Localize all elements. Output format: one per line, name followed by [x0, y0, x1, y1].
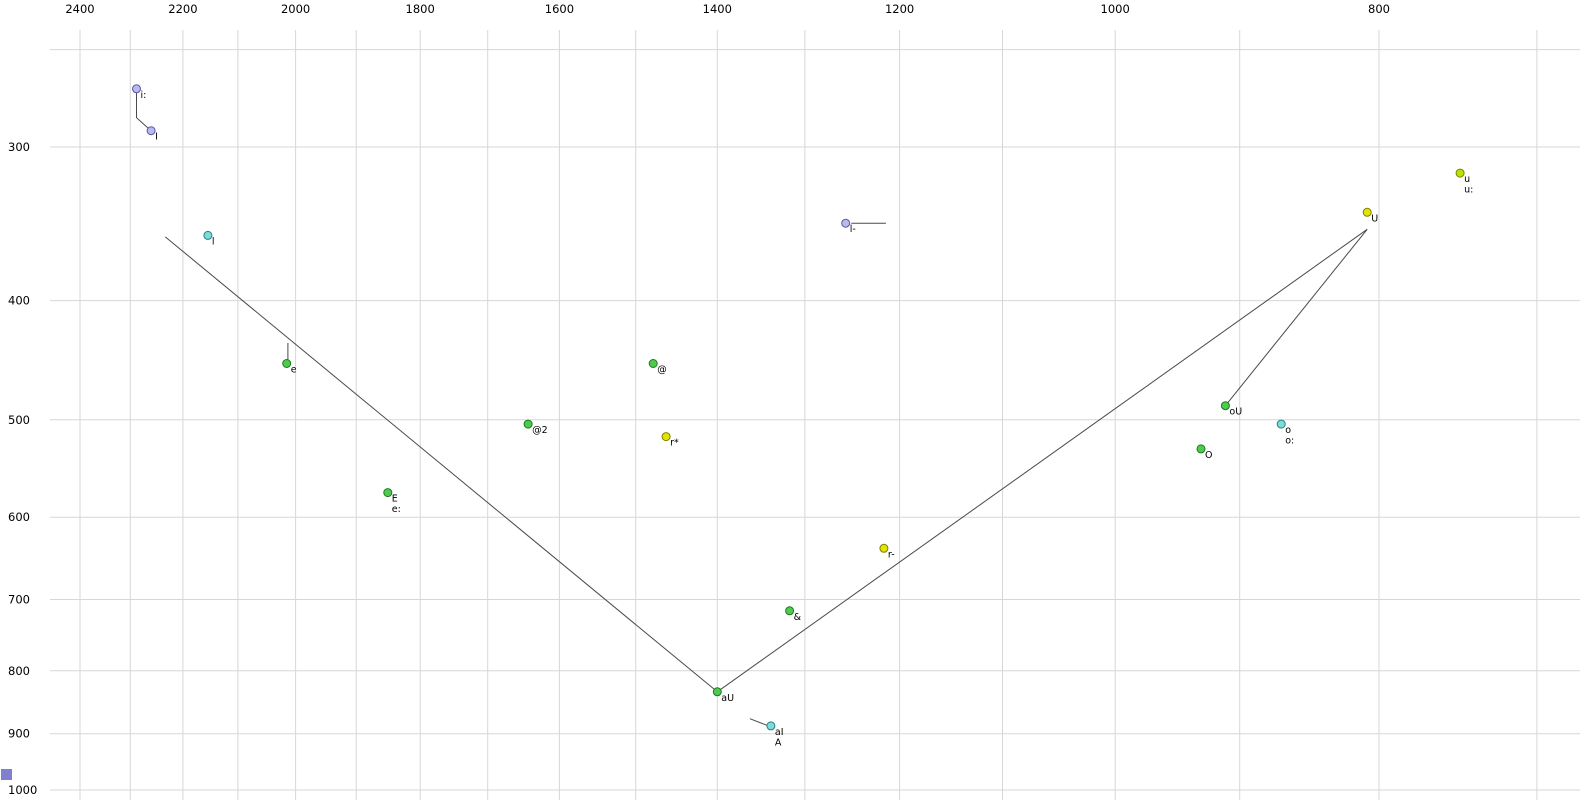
vowel-label-r*: r*: [670, 438, 679, 449]
vowel-label-o:: o: [1285, 425, 1291, 436]
corner-marker: [1, 769, 12, 780]
trajectory-front-diagonal: [164, 236, 718, 693]
vowel-label-l-: l-: [850, 224, 856, 235]
y-axis-label-900: 900: [8, 727, 30, 741]
vowel-point-I[interactable]: [146, 126, 156, 136]
x-axis-label-1800: 1800: [406, 2, 435, 16]
vowel-label-O: O: [1205, 450, 1212, 461]
vowel-label-aI-1: A: [775, 737, 782, 748]
vowel-label-U: U: [1371, 213, 1378, 224]
vowel-point-@2[interactable]: [523, 419, 533, 429]
vowel-point-O[interactable]: [1196, 444, 1206, 454]
trajectory-back-diagonal: [717, 228, 1368, 693]
vowel-point-&[interactable]: [785, 606, 795, 616]
vowel-point-aI[interactable]: [766, 721, 776, 731]
vowel-point-i:[interactable]: [132, 84, 141, 94]
trajectory-i-glide: [136, 92, 150, 130]
x-axis-label-2200: 2200: [168, 2, 197, 16]
y-axis-label-400: 400: [8, 294, 30, 308]
vowel-label-i:: i:: [141, 90, 147, 101]
x-axis-label-1200: 1200: [885, 2, 914, 16]
vowel-label-e: e: [291, 365, 297, 376]
vowel-point-U[interactable]: [1362, 207, 1372, 217]
vowel-point-E[interactable]: [383, 488, 393, 498]
vowel-label-l: l: [212, 236, 215, 247]
vowel-point-@[interactable]: [648, 359, 658, 368]
vowel-label-oU: oU: [1229, 407, 1242, 418]
y-axis-label-300: 300: [8, 140, 30, 154]
vowel-point-u:[interactable]: [1455, 168, 1465, 178]
vowel-point-r*[interactable]: [661, 432, 671, 442]
vowel-point-o:[interactable]: [1276, 419, 1286, 429]
vowel-label-r-: r-: [888, 549, 895, 560]
vowel-label-u:: u: [1464, 174, 1470, 185]
vowel-label-I: I: [155, 132, 158, 143]
x-axis-label-2000: 2000: [281, 2, 310, 16]
x-axis-label-2400: 2400: [65, 2, 94, 16]
vowel-point-l[interactable]: [203, 230, 213, 240]
vowel-label-o:-1: o:: [1285, 436, 1294, 447]
vowel-point-r-[interactable]: [879, 543, 889, 553]
vowel-label-&: &: [794, 612, 802, 623]
y-axis-label-800: 800: [8, 664, 30, 678]
x-axis-label-1600: 1600: [545, 2, 574, 16]
vowel-point-l-[interactable]: [841, 218, 851, 228]
vowel-label-aI: aI: [775, 727, 784, 738]
vowel-label-@2: @2: [532, 425, 548, 436]
vowel-label-@: @: [657, 365, 667, 376]
y-axis-label-1000: 1000: [8, 783, 37, 797]
x-axis-label-1000: 1000: [1101, 2, 1130, 16]
vowel-label-aU: aU: [721, 693, 734, 704]
y-axis-label-700: 700: [8, 593, 30, 607]
vowel-point-oU[interactable]: [1220, 401, 1230, 411]
vowel-label-u:-1: u:: [1464, 185, 1473, 196]
vowel-point-aU[interactable]: [712, 687, 722, 697]
vowel-label-E-1: e:: [392, 504, 401, 515]
vowel-label-E: E: [392, 494, 398, 505]
y-axis-label-600: 600: [8, 510, 30, 524]
x-axis-label-800: 800: [1368, 2, 1390, 16]
vowel-point-e[interactable]: [282, 359, 292, 368]
trajectory-u-to-oU: [1225, 228, 1368, 407]
x-axis-label-1400: 1400: [703, 2, 732, 16]
y-axis-label-500: 500: [8, 413, 30, 427]
